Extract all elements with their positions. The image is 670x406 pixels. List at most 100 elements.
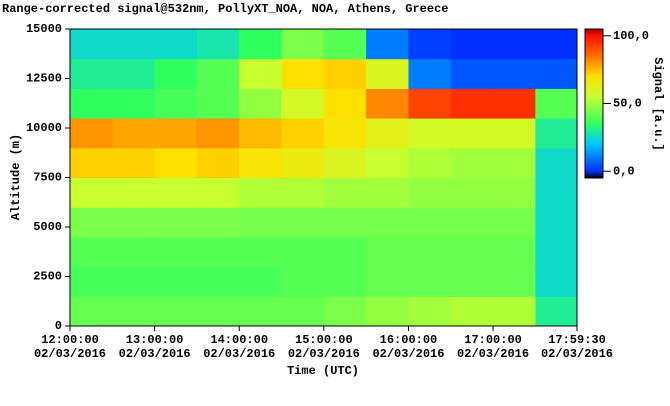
heatmap-cell <box>323 207 367 238</box>
heatmap-cell <box>196 296 240 327</box>
heatmap-cell <box>281 118 325 149</box>
heatmap-cell <box>112 266 156 297</box>
heatmap-cell <box>281 266 325 297</box>
heatmap-cell <box>450 147 494 178</box>
heatmap-cell <box>493 296 536 327</box>
heatmap-cell <box>323 177 367 208</box>
heatmap-cell <box>535 207 578 238</box>
heatmap-cell <box>239 58 283 89</box>
heatmap-cell <box>154 296 198 327</box>
heatmap-cell <box>323 88 367 119</box>
heatmap-cell <box>112 88 156 119</box>
colorbar-label: Signal [a.u.] <box>651 57 665 151</box>
heatmap-cell <box>112 177 156 208</box>
heatmap-cell <box>239 177 283 208</box>
heatmap-cell <box>535 177 578 208</box>
colorbar-tick-label: 50,0 <box>613 97 642 111</box>
y-axis-label: Altitude (m) <box>9 134 23 220</box>
heatmap-cell <box>281 177 325 208</box>
heatmap-cell <box>493 236 536 268</box>
heatmap-cell <box>493 88 536 119</box>
x-tick-label: 02/03/2016 <box>203 347 275 361</box>
heatmap-cell <box>70 177 113 208</box>
heatmap-cell <box>366 207 409 238</box>
x-tick-label: 02/03/2016 <box>34 347 106 361</box>
heatmap-cell <box>196 118 240 149</box>
heatmap-cell <box>493 58 536 89</box>
heatmap-cell <box>535 147 578 178</box>
heatmap-cell <box>70 88 113 119</box>
x-tick-label: 02/03/2016 <box>541 347 613 361</box>
heatmap-cell <box>408 29 452 60</box>
heatmap-cell <box>112 58 156 89</box>
colorbar-tick-label: 0,0 <box>613 164 635 178</box>
heatmap-cell <box>323 296 367 327</box>
heatmap-cell <box>154 29 198 60</box>
heatmap-cell <box>408 236 452 268</box>
heatmap-cell <box>493 207 536 238</box>
heatmap-cell <box>112 207 156 238</box>
heatmap-cell <box>323 29 367 60</box>
heatmap-cell <box>281 147 325 178</box>
x-tick-label: 02/03/2016 <box>372 347 444 361</box>
heatmap-cell <box>70 147 113 178</box>
heatmap-cell <box>408 207 452 238</box>
x-tick-label: 17:00:00 <box>464 333 522 347</box>
heatmap-cell <box>408 147 452 178</box>
heatmap-cell <box>493 177 536 208</box>
heatmap-cell <box>493 147 536 178</box>
x-tick-label: 02/03/2016 <box>288 347 360 361</box>
heatmap-cell <box>366 236 409 268</box>
heatmap-cell <box>408 266 452 297</box>
heatmap-cell <box>450 236 494 268</box>
heatmap-cell <box>239 147 283 178</box>
x-tick-label: 15:00:00 <box>295 333 353 347</box>
heatmap-cell <box>281 236 325 268</box>
heatmap-cell <box>323 147 367 178</box>
heatmap-cell <box>196 177 240 208</box>
heatmap-cell <box>154 177 198 208</box>
heatmap-cell <box>196 58 240 89</box>
heatmap-cell <box>281 29 325 60</box>
heatmap-cell <box>450 177 494 208</box>
heatmap-cell <box>323 236 367 268</box>
heatmap-cell <box>154 147 198 178</box>
heatmap-cell <box>281 296 325 327</box>
heatmap-cell <box>450 207 494 238</box>
heatmap-cell <box>535 118 578 149</box>
heatmap-cell <box>239 118 283 149</box>
heatmap-cell <box>70 236 113 268</box>
heatmap-cell <box>70 207 113 238</box>
x-tick-label: 16:00:00 <box>380 333 438 347</box>
y-tick-label: 0 <box>55 319 62 333</box>
chart-title: Range-corrected signal@532nm, PollyXT_NO… <box>2 2 448 16</box>
heatmap-cell <box>450 118 494 149</box>
heatmap-cell <box>112 29 156 60</box>
heatmap-cell <box>196 236 240 268</box>
heatmap-cell <box>366 296 409 327</box>
heatmap-cell <box>450 296 494 327</box>
heatmap-cell <box>493 266 536 297</box>
heatmap-cell <box>450 88 494 119</box>
x-axis-label: Time (UTC) <box>287 364 359 378</box>
x-tick-label: 14:00:00 <box>210 333 268 347</box>
heatmap-cell <box>239 266 283 297</box>
heatmap-cell <box>196 147 240 178</box>
heatmap-cell <box>281 207 325 238</box>
heatmap-cell <box>112 147 156 178</box>
heatmap-cell <box>535 29 578 60</box>
x-tick-label: 02/03/2016 <box>119 347 191 361</box>
heatmap-cell <box>366 29 409 60</box>
heatmap-cell <box>196 88 240 119</box>
heatmap-cell <box>366 88 409 119</box>
heatmap-cell <box>408 296 452 327</box>
heatmap-cell <box>112 236 156 268</box>
heatmap-cell <box>70 266 113 297</box>
heatmap-cell <box>239 236 283 268</box>
heatmap-cell <box>239 29 283 60</box>
heatmap-cell <box>154 266 198 297</box>
y-tick-label: 12500 <box>26 72 62 86</box>
heatmap-cell <box>281 58 325 89</box>
heatmap-cell <box>154 236 198 268</box>
